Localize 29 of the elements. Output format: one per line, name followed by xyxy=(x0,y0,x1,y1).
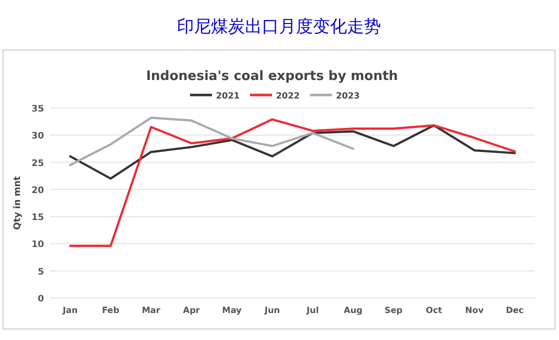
x-tick-label: Jan xyxy=(62,306,78,316)
y-tick-label: 30 xyxy=(31,132,44,142)
legend-label: 2021 xyxy=(216,92,240,102)
x-tick-label: Jul xyxy=(306,306,319,316)
x-tick-label: Nov xyxy=(465,306,484,316)
legend-label: 2022 xyxy=(276,92,300,102)
x-tick-label: Feb xyxy=(102,306,120,316)
legend-label: 2023 xyxy=(336,92,360,102)
chart-title: 印尼煤炭出口月度变化走势 xyxy=(177,17,381,37)
x-tick-label: Oct xyxy=(426,306,442,316)
line-series xyxy=(69,118,516,247)
y-tick-label: 15 xyxy=(31,213,44,224)
x-tick-label: Aug xyxy=(344,306,362,316)
line-series xyxy=(69,124,516,180)
y-tick-label: 35 xyxy=(31,104,44,114)
x-tick-label: Mar xyxy=(142,306,162,316)
x-tick-label: Sep xyxy=(384,306,403,316)
x-tick-label: Apr xyxy=(183,306,201,316)
y-tick-label: 0 xyxy=(38,294,44,304)
y-tick-label: 10 xyxy=(31,240,44,250)
y-tick-label: 20 xyxy=(31,186,44,196)
y-tick-label: 25 xyxy=(31,158,44,169)
x-tick-label: Jun xyxy=(264,306,280,316)
line-series xyxy=(69,116,354,166)
y-tick-label: 5 xyxy=(38,267,44,278)
x-tick-label: Dec xyxy=(506,306,524,316)
x-tick-label: May xyxy=(222,306,242,316)
chart-subtitle: Indonesia's coal exports by month xyxy=(146,69,398,84)
y-axis-title: Qty in mnt xyxy=(13,175,23,230)
